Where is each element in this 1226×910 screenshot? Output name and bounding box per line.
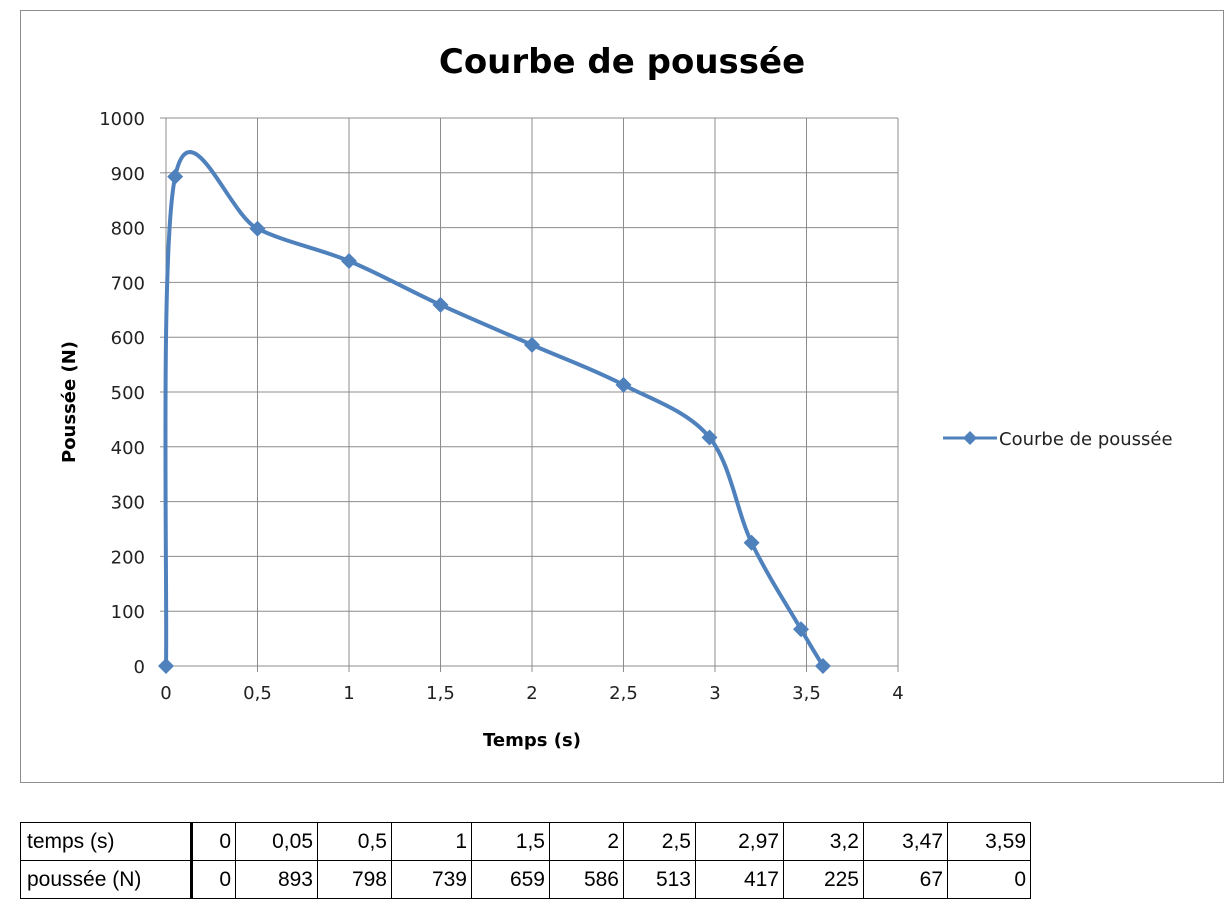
chart-title: Courbe de poussée [439,42,805,82]
table-cell: 0 [191,860,236,899]
table-row: poussée (N) 0 893 798 739 659 586 513 417 225 67 0 [20,860,1031,899]
data-point [615,376,632,393]
table-row: temps (s) 0 0,05 0,5 1 1,5 2 2,5 2,97 3,2 3,47 3,59 [20,822,1031,861]
y-tick-label: 100 [111,602,145,623]
table-cell: 659 [471,860,550,899]
x-tick-label: 1 [343,683,354,704]
row-header: temps (s) [20,822,193,861]
x-tick-label: 3,5 [792,683,821,704]
legend-label: Courbe de poussée [999,429,1173,450]
table-cell: 3,59 [947,822,1031,861]
data-point [701,429,718,446]
y-axis-title: Poussée (N) [59,341,80,463]
table-cell: 739 [391,860,472,899]
chart-area: Courbe de poussée 0 0,5 1 1,5 2 2,5 3 3,5 4 0 100 2… [20,10,1224,783]
row-header: poussée (N) [20,860,193,899]
table-cell: 0,05 [235,822,318,861]
y-tick-label: 500 [111,383,145,404]
table-cell: 225 [783,860,864,899]
x-tick-label: 1,5 [426,683,455,704]
table-cell: 893 [235,860,318,899]
y-tick-label: 0 [134,657,145,678]
table-cell: 0,5 [317,822,392,861]
x-tick-label: 3 [709,683,720,704]
y-tick-label: 200 [111,547,145,568]
x-tick-label: 2,5 [609,683,638,704]
y-tick-label: 900 [111,164,145,185]
data-point [814,658,831,674]
data-point [524,336,540,353]
table-cell: 0 [947,860,1031,899]
data-point [341,253,357,270]
x-axis-title: Temps (s) [483,730,581,751]
table-cell: 2,5 [623,822,696,861]
table-cell: 513 [623,860,696,899]
x-tick-label: 0 [160,683,171,704]
table-cell: 0 [191,822,236,861]
table-cell: 798 [317,860,392,899]
table-cell: 2,97 [695,822,784,861]
y-tick-label: 800 [111,219,145,240]
y-tick-label: 400 [111,438,145,459]
line-chart: Courbe de poussée 0 0,5 1 1,5 2 2,5 3 3,5 4 0 100 2… [59,42,1173,751]
table-cell: 3,2 [783,822,864,861]
data-point [158,658,174,674]
table-cell: 417 [695,860,784,899]
x-tick-label: 4 [892,683,903,704]
table-cell: 1 [391,822,472,861]
x-tick-label: 2 [526,683,537,704]
data-point [249,220,266,237]
data-table: temps (s) 0 0,05 0,5 1 1,5 2 2,5 2,97 3,2 3,47 3,59… [20,822,1031,899]
y-tick-label: 700 [111,273,145,294]
data-point [743,534,760,551]
legend: Courbe de poussée [943,429,1173,450]
data-point [432,296,449,313]
table-cell: 1,5 [471,822,550,861]
legend-marker [963,431,977,445]
data-point [793,621,810,638]
table-cell: 2 [549,822,624,861]
table-cell: 3,47 [863,822,948,861]
y-tick-label: 600 [111,328,145,349]
x-tick-label: 0,5 [243,683,272,704]
data-point [167,168,184,185]
y-tick-label: 300 [111,493,145,514]
y-tick-label: 1000 [99,109,145,130]
table-cell: 586 [549,860,624,899]
table-cell: 67 [863,860,948,899]
